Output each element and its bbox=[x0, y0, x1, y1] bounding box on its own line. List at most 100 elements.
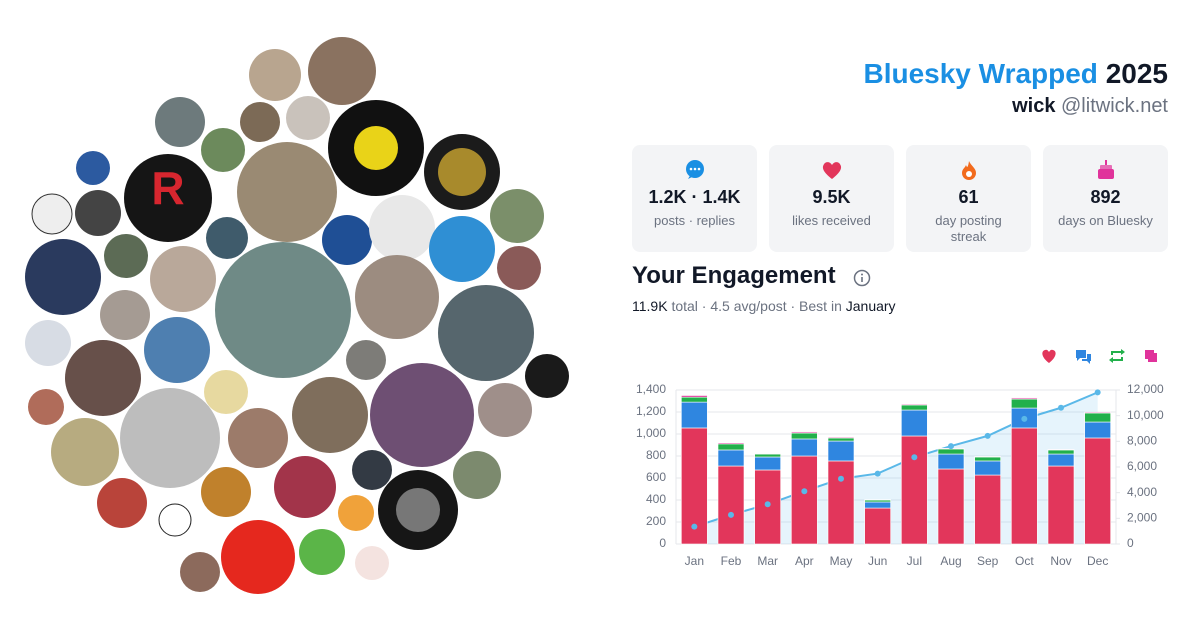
bar-segment bbox=[974, 474, 1001, 545]
bar-segment bbox=[717, 443, 745, 451]
bar-segment bbox=[864, 507, 891, 545]
summary-text: total · 4.5 avg/post · Best in bbox=[671, 298, 842, 314]
bar-segment bbox=[717, 449, 745, 467]
title: Bluesky Wrapped 2025 bbox=[863, 58, 1168, 90]
bar-segment bbox=[1011, 398, 1038, 409]
bar-segment bbox=[827, 440, 855, 462]
stat-value: 61 bbox=[958, 187, 979, 207]
line-point bbox=[764, 501, 771, 508]
bar-segment bbox=[754, 453, 781, 458]
line-point bbox=[691, 523, 698, 530]
avatar bbox=[215, 242, 351, 378]
stat-value: 892 bbox=[1090, 187, 1121, 207]
line-point bbox=[1094, 389, 1101, 396]
bar-segment bbox=[937, 453, 965, 470]
icon bbox=[685, 160, 704, 179]
avatar bbox=[354, 126, 398, 170]
bar-segment bbox=[901, 403, 928, 406]
legend-icon bbox=[1042, 349, 1056, 363]
stat-label: day posting streak bbox=[935, 213, 1002, 244]
x-tick-label: Feb bbox=[721, 554, 742, 568]
avatar bbox=[206, 217, 248, 259]
avatar bbox=[228, 408, 288, 468]
avatar bbox=[438, 148, 486, 196]
bar-segment bbox=[791, 438, 818, 457]
avatar bbox=[124, 154, 212, 242]
legend-icon bbox=[1076, 350, 1091, 364]
bar-segment bbox=[974, 456, 1001, 462]
engagement-chart: 0 200 400 600 800 1,000 1,200 1,400 0 2,000 4,000 6… bbox=[636, 349, 1164, 568]
avatar bbox=[490, 189, 544, 243]
avatar bbox=[221, 520, 295, 594]
bar-segment bbox=[791, 431, 818, 434]
bar-segment bbox=[1084, 437, 1111, 545]
stat-label: posts · replies bbox=[654, 213, 735, 228]
bar-segment bbox=[754, 456, 781, 471]
bar-segment bbox=[901, 435, 928, 545]
avatar bbox=[144, 317, 210, 383]
y2-tick-label: 6,000 bbox=[1127, 459, 1157, 473]
bar-segment bbox=[1047, 453, 1075, 467]
bar-segment bbox=[901, 409, 928, 437]
avatar-cloud: R bbox=[25, 37, 569, 594]
line-point bbox=[801, 488, 808, 495]
stat-value: 9.5K bbox=[812, 187, 851, 207]
y2-tick-label: 10,000 bbox=[1127, 408, 1164, 422]
x-tick-label: May bbox=[830, 554, 853, 568]
avatar bbox=[240, 102, 280, 142]
x-tick-label: Oct bbox=[1015, 554, 1034, 568]
bar-segment bbox=[791, 455, 818, 545]
avatar bbox=[204, 370, 248, 414]
info-icon[interactable] bbox=[852, 268, 872, 288]
avatar bbox=[292, 377, 368, 453]
avatar bbox=[299, 529, 345, 575]
y-tick-label: 1,200 bbox=[636, 404, 666, 418]
stat-card: 9.5K likes received bbox=[769, 145, 894, 252]
stat-label: likes received bbox=[792, 213, 871, 228]
bar-segment bbox=[827, 437, 855, 442]
bar-segment bbox=[681, 401, 708, 429]
legend-icon bbox=[1109, 349, 1125, 363]
bar-segment bbox=[717, 465, 745, 545]
avatar-glyph: R bbox=[151, 162, 184, 214]
avatar bbox=[497, 246, 541, 290]
display-name: wick bbox=[1012, 95, 1056, 117]
icon bbox=[822, 162, 841, 179]
y-tick-label: 1,400 bbox=[636, 382, 666, 396]
avatar bbox=[355, 255, 439, 339]
x-tick-label: Dec bbox=[1087, 554, 1108, 568]
avatar bbox=[158, 503, 192, 537]
y2-tick-label: 8,000 bbox=[1127, 434, 1157, 448]
x-tick-label: Sep bbox=[977, 554, 999, 568]
line-point bbox=[911, 454, 918, 461]
avatar bbox=[370, 363, 474, 467]
avatar bbox=[308, 37, 376, 105]
avatar bbox=[201, 467, 251, 517]
bar-segment bbox=[864, 501, 891, 509]
bar-segment bbox=[827, 460, 855, 545]
year: 2025 bbox=[1105, 58, 1168, 89]
avatar bbox=[355, 546, 389, 580]
avatar bbox=[150, 246, 216, 312]
avatar bbox=[180, 552, 220, 592]
y-tick-label: 0 bbox=[659, 536, 666, 550]
avatar bbox=[31, 193, 73, 235]
avatar bbox=[286, 96, 330, 140]
y-tick-label: 1,000 bbox=[636, 426, 666, 440]
y2-tick-label: 2,000 bbox=[1127, 511, 1157, 525]
y-tick-label: 600 bbox=[646, 470, 666, 484]
avatar bbox=[76, 151, 110, 185]
avatar bbox=[438, 285, 534, 381]
avatar bbox=[75, 190, 121, 236]
line-point bbox=[728, 511, 734, 518]
stat-card: 1.2K · 1.4K posts · replies bbox=[632, 145, 757, 252]
bar-segment bbox=[717, 442, 745, 445]
user: wick @litwick.net bbox=[1012, 95, 1168, 118]
bar-segment bbox=[1084, 421, 1111, 439]
section-title: Your Engagement bbox=[632, 262, 836, 289]
avatar bbox=[322, 215, 372, 265]
avatar bbox=[25, 320, 71, 366]
bar-segment bbox=[1084, 411, 1111, 414]
